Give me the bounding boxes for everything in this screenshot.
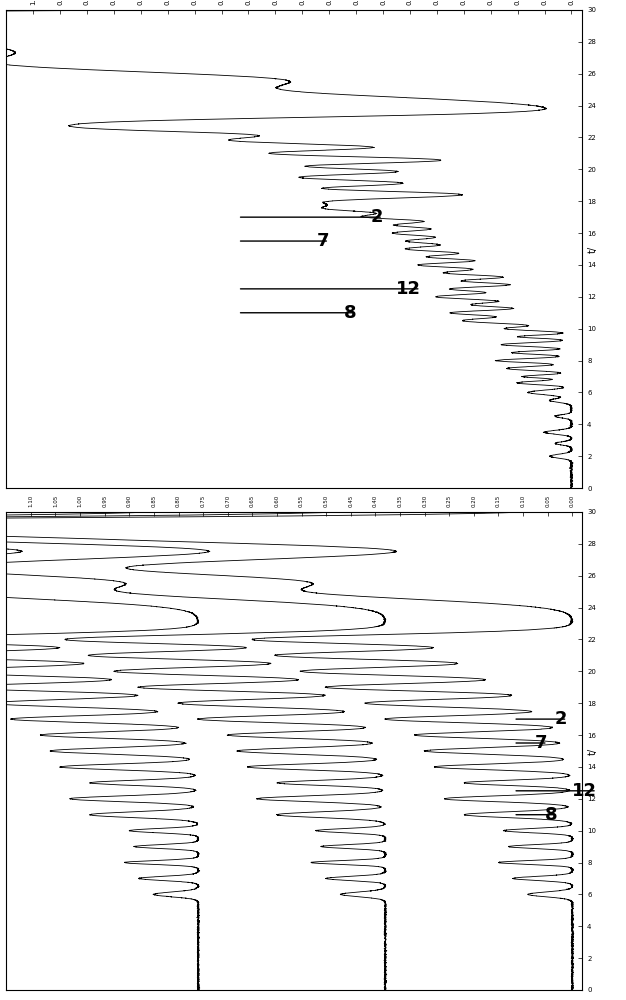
Text: t/: t/ — [588, 747, 598, 755]
Text: t/: t/ — [588, 245, 598, 253]
Text: 2: 2 — [371, 208, 383, 226]
Text: 12: 12 — [396, 280, 421, 298]
Text: 7: 7 — [317, 232, 329, 250]
Text: 8: 8 — [545, 806, 558, 824]
Text: 7: 7 — [535, 734, 548, 752]
Text: 12: 12 — [572, 782, 597, 800]
Text: 2: 2 — [555, 710, 567, 728]
Text: 8: 8 — [344, 304, 356, 322]
